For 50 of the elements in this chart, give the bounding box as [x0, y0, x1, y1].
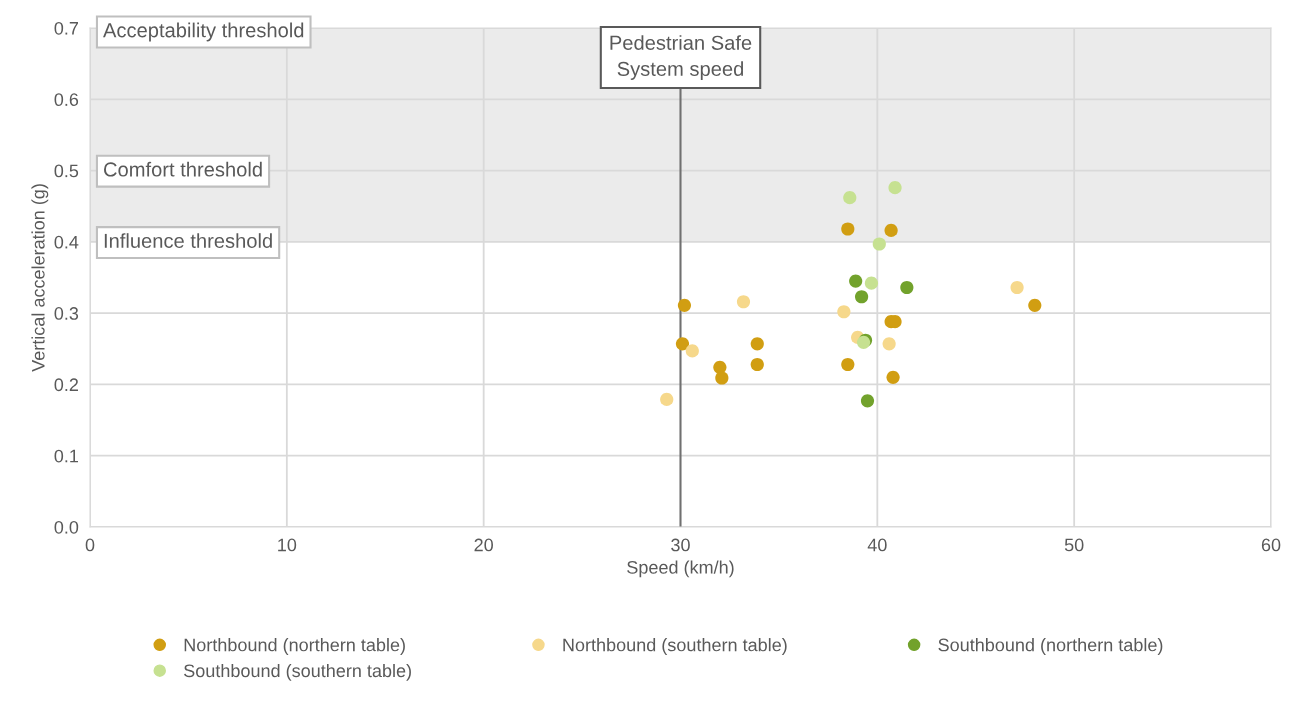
point	[750, 357, 764, 372]
y-axis-title: Vertical acceleration (g)	[31, 184, 49, 372]
point	[677, 298, 692, 312]
y-tick-label: 0.4	[54, 235, 79, 249]
point	[736, 295, 751, 309]
x-tick-label: 50	[1064, 538, 1084, 552]
point	[900, 280, 914, 295]
point	[882, 337, 896, 351]
x-tick-label: 20	[474, 538, 493, 552]
point	[1028, 298, 1042, 312]
point	[750, 337, 764, 351]
point	[841, 357, 855, 372]
point	[1010, 280, 1024, 295]
point	[841, 222, 855, 236]
point	[843, 191, 857, 205]
y-tick-label: 0.7	[54, 21, 78, 35]
point	[685, 344, 699, 358]
point	[872, 237, 886, 251]
point	[660, 392, 674, 406]
x-tick-label: 30	[671, 538, 690, 552]
annotation: Acceptability threshold	[103, 22, 304, 42]
y-tick-label: 0.2	[54, 378, 78, 392]
x-tick-label: 60	[1261, 538, 1281, 552]
point	[888, 181, 902, 195]
point	[837, 305, 851, 319]
point	[855, 290, 869, 304]
point	[860, 394, 875, 408]
point	[675, 337, 690, 351]
point	[884, 223, 898, 238]
y-tick-label: 0.0	[54, 520, 79, 534]
legend-label: Northbound (northern table)	[184, 638, 405, 655]
point	[713, 360, 727, 374]
point	[886, 370, 900, 384]
annotation: Comfort threshold	[104, 161, 262, 177]
x-tick-label: 40	[867, 538, 887, 552]
x-axis-title: Speed (km/h)	[627, 560, 734, 578]
legend-label: Southbound (northern table)	[938, 638, 1163, 655]
legend-label: Southbound (southern table)	[184, 663, 411, 681]
point	[849, 274, 863, 288]
x-tick-label: 0	[85, 538, 95, 552]
ref-line-label: Pedestrian Safe System speed	[610, 35, 752, 80]
y-tick-label: 0.3	[54, 307, 79, 320]
y-tick-label: 0.6	[54, 93, 79, 107]
point	[864, 276, 879, 290]
legend-label: Northbound (southern table)	[563, 638, 787, 655]
x-tick-label: 10	[278, 538, 297, 552]
y-tick-label: 0.5	[54, 164, 79, 178]
y-tick-label: 0.1	[54, 449, 79, 463]
annotation: Influence threshold	[104, 233, 272, 248]
point	[715, 371, 729, 385]
